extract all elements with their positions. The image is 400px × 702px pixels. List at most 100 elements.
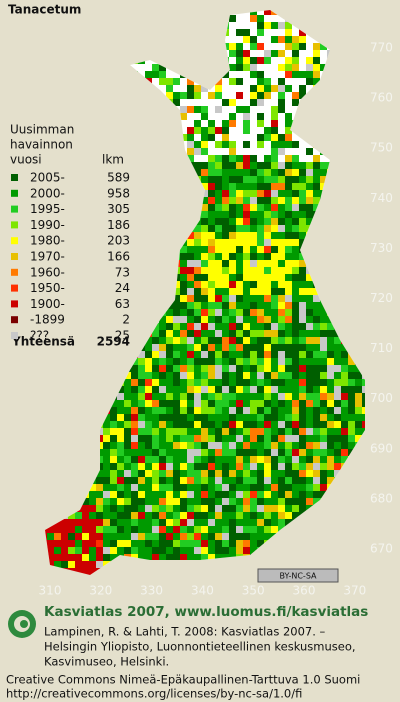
grid-cell bbox=[334, 484, 341, 491]
grid-cell bbox=[362, 344, 365, 351]
grid-cell bbox=[180, 281, 187, 288]
grid-cell bbox=[47, 533, 54, 540]
grid-cell bbox=[362, 232, 365, 239]
grid-cell bbox=[313, 169, 320, 176]
grid-cell bbox=[306, 533, 313, 540]
grid-cell bbox=[201, 386, 208, 393]
grid-cell bbox=[236, 211, 243, 218]
grid-cell bbox=[250, 253, 257, 260]
grid-cell bbox=[180, 554, 187, 561]
grid-cell bbox=[131, 141, 138, 148]
grid-cell bbox=[355, 568, 362, 575]
grid-cell bbox=[208, 281, 215, 288]
grid-cell bbox=[264, 274, 271, 281]
grid-cell bbox=[292, 491, 299, 498]
grid-cell bbox=[131, 533, 138, 540]
grid-cell bbox=[306, 505, 313, 512]
grid-cell bbox=[327, 505, 334, 512]
grid-cell bbox=[334, 22, 341, 29]
grid-cell bbox=[194, 57, 201, 64]
grid-cell bbox=[187, 106, 194, 113]
grid-cell bbox=[180, 498, 187, 505]
grid-cell bbox=[313, 386, 320, 393]
grid-cell bbox=[271, 197, 278, 204]
grid-cell bbox=[348, 211, 355, 218]
grid-cell bbox=[159, 288, 166, 295]
grid-cell bbox=[341, 323, 348, 330]
grid-cell bbox=[124, 106, 131, 113]
grid-cell bbox=[180, 344, 187, 351]
grid-cell bbox=[89, 183, 96, 190]
grid-cell bbox=[362, 407, 365, 414]
grid-cell bbox=[166, 533, 173, 540]
grid-cell bbox=[138, 358, 145, 365]
grid-cell bbox=[96, 316, 103, 323]
grid-cell bbox=[299, 505, 306, 512]
grid-cell bbox=[68, 365, 75, 372]
grid-cell bbox=[138, 302, 145, 309]
grid-cell bbox=[362, 309, 365, 316]
grid-cell bbox=[334, 316, 341, 323]
grid-cell bbox=[229, 568, 236, 575]
grid-cell bbox=[82, 330, 89, 337]
grid-cell bbox=[215, 197, 222, 204]
grid-cell bbox=[264, 183, 271, 190]
grid-cell bbox=[45, 365, 47, 372]
grid-cell bbox=[215, 176, 222, 183]
grid-cell bbox=[187, 554, 194, 561]
grid-cell bbox=[271, 393, 278, 400]
grid-cell bbox=[173, 351, 180, 358]
grid-cell bbox=[68, 267, 75, 274]
grid-cell bbox=[103, 43, 110, 50]
grid-cell bbox=[173, 197, 180, 204]
grid-cell bbox=[355, 421, 362, 428]
grid-cell bbox=[152, 183, 159, 190]
grid-cell bbox=[341, 554, 348, 561]
grid-cell bbox=[327, 470, 334, 477]
legend-heading: vuosi bbox=[10, 153, 42, 167]
grid-cell bbox=[201, 484, 208, 491]
grid-cell bbox=[194, 218, 201, 225]
grid-cell bbox=[362, 260, 365, 267]
grid-cell bbox=[341, 267, 348, 274]
grid-cell bbox=[299, 323, 306, 330]
grid-cell bbox=[369, 379, 376, 386]
grid-cell bbox=[313, 421, 320, 428]
grid-cell bbox=[320, 253, 327, 260]
grid-cell bbox=[110, 316, 117, 323]
grid-cell bbox=[47, 575, 54, 582]
grid-cell bbox=[341, 197, 348, 204]
y-grid-label: 670 bbox=[370, 542, 393, 556]
grid-cell bbox=[313, 253, 320, 260]
grid-cell bbox=[152, 561, 159, 568]
grid-cell bbox=[250, 204, 257, 211]
grid-cell bbox=[68, 407, 75, 414]
grid-cell bbox=[208, 519, 215, 526]
grid-cell bbox=[355, 540, 362, 547]
grid-cell bbox=[208, 162, 215, 169]
grid-cell bbox=[327, 36, 334, 43]
grid-cell bbox=[117, 141, 124, 148]
grid-cell bbox=[348, 379, 355, 386]
grid-cell bbox=[271, 323, 278, 330]
grid-cell bbox=[89, 393, 96, 400]
grid-cell bbox=[215, 92, 222, 99]
grid-cell bbox=[362, 302, 365, 309]
grid-cell bbox=[229, 239, 236, 246]
grid-cell bbox=[54, 547, 61, 554]
grid-cell bbox=[152, 71, 159, 78]
grid-cell bbox=[166, 505, 173, 512]
grid-cell bbox=[61, 351, 68, 358]
grid-cell bbox=[292, 162, 299, 169]
grid-cell bbox=[82, 267, 89, 274]
grid-cell bbox=[229, 260, 236, 267]
grid-cell bbox=[152, 239, 159, 246]
grid-cell bbox=[82, 211, 89, 218]
grid-cell bbox=[145, 372, 152, 379]
grid-cell bbox=[131, 281, 138, 288]
grid-cell bbox=[159, 435, 166, 442]
grid-cell bbox=[89, 344, 96, 351]
grid-cell bbox=[306, 225, 313, 232]
grid-cell bbox=[278, 267, 285, 274]
grid-cell bbox=[236, 204, 243, 211]
